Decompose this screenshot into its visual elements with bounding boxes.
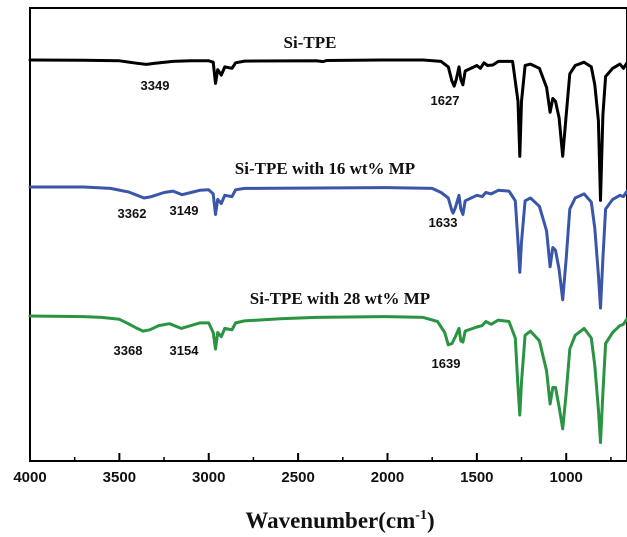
x-tick-label: 2500 (281, 469, 314, 486)
x-tick-label: 4000 (13, 469, 46, 486)
plot-frame (29, 7, 627, 462)
x-axis-label: Wavenumber(cm-1) (245, 508, 434, 533)
peak-annotation: 3149 (170, 203, 199, 218)
series-line (28, 314, 627, 444)
peak-annotation: 1633 (429, 215, 458, 230)
x-tick-label: 1500 (460, 469, 493, 486)
peak-annotation: 1627 (431, 93, 460, 108)
peak-annotation: 3362 (118, 206, 147, 221)
series-name-label: Si-TPE with 16 wt% MP (235, 159, 415, 178)
peak-annotation: 3154 (170, 343, 200, 358)
x-tick-label: 3500 (103, 469, 136, 486)
series-line (28, 58, 627, 202)
x-tick-label: 2000 (371, 469, 404, 486)
x-tick-label: 3000 (192, 469, 225, 486)
series-name-label: Si-TPE (284, 33, 337, 52)
series-group (28, 58, 627, 444)
x-axis-ticks: 4000 3500 3000 2500 2000 1500 1000 (13, 453, 612, 486)
annotation-group: Si-TPE 3349 1627 Si-TPE with 16 wt% MP 3362 3… (114, 33, 461, 371)
x-tick-label: 1000 (550, 469, 583, 486)
peak-annotation: 3349 (141, 78, 170, 93)
peak-annotation: 1639 (432, 356, 461, 371)
series-name-label: Si-TPE with 28 wt% MP (250, 289, 430, 308)
peak-annotation: 3368 (114, 343, 143, 358)
series-line (28, 185, 627, 310)
